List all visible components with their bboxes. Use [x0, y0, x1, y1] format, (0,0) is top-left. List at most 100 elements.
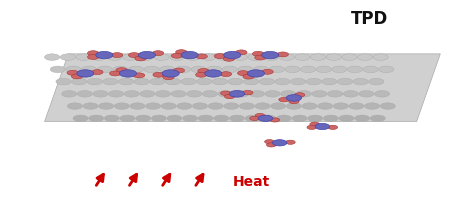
Circle shape — [154, 54, 169, 60]
Circle shape — [379, 66, 394, 73]
Circle shape — [239, 103, 255, 109]
Circle shape — [234, 91, 249, 97]
Circle shape — [151, 115, 166, 122]
Circle shape — [130, 103, 145, 109]
Circle shape — [109, 91, 124, 97]
Circle shape — [222, 66, 237, 73]
Circle shape — [265, 91, 280, 97]
Circle shape — [220, 72, 232, 76]
Circle shape — [96, 51, 113, 59]
Circle shape — [93, 91, 108, 97]
Circle shape — [255, 103, 270, 109]
Circle shape — [56, 78, 71, 85]
Circle shape — [224, 103, 239, 109]
Circle shape — [264, 54, 279, 60]
Circle shape — [202, 91, 218, 97]
Circle shape — [323, 115, 338, 122]
Circle shape — [114, 103, 129, 109]
Circle shape — [312, 91, 327, 97]
Circle shape — [214, 54, 226, 59]
Circle shape — [60, 54, 75, 60]
Circle shape — [292, 115, 307, 122]
Circle shape — [198, 69, 209, 73]
Circle shape — [82, 66, 97, 73]
Circle shape — [270, 118, 280, 122]
Circle shape — [161, 103, 176, 109]
Circle shape — [228, 78, 243, 85]
Circle shape — [67, 70, 78, 75]
Circle shape — [302, 103, 317, 109]
Circle shape — [365, 103, 380, 109]
Circle shape — [279, 54, 294, 60]
Circle shape — [72, 74, 83, 79]
Circle shape — [294, 93, 305, 97]
Circle shape — [238, 66, 253, 73]
Circle shape — [236, 50, 247, 55]
Text: Heat: Heat — [232, 175, 270, 188]
Circle shape — [332, 66, 347, 73]
Circle shape — [301, 66, 316, 73]
Circle shape — [285, 66, 300, 73]
Circle shape — [245, 115, 260, 122]
Circle shape — [269, 66, 284, 73]
Circle shape — [296, 91, 311, 97]
Circle shape — [254, 66, 269, 73]
Circle shape — [370, 115, 385, 122]
Circle shape — [50, 66, 65, 73]
Circle shape — [295, 54, 310, 60]
Circle shape — [247, 70, 264, 77]
Circle shape — [150, 78, 165, 85]
Circle shape — [212, 78, 228, 85]
Circle shape — [229, 115, 245, 122]
Circle shape — [220, 91, 231, 95]
Circle shape — [214, 115, 229, 122]
Circle shape — [225, 94, 235, 99]
Circle shape — [72, 78, 87, 85]
Circle shape — [171, 91, 186, 97]
Circle shape — [201, 54, 216, 60]
Circle shape — [153, 72, 164, 77]
Circle shape — [134, 78, 149, 85]
Circle shape — [333, 103, 348, 109]
Circle shape — [175, 66, 191, 73]
Circle shape — [191, 66, 206, 73]
Circle shape — [357, 54, 373, 60]
Circle shape — [237, 71, 249, 75]
Circle shape — [286, 103, 301, 109]
Circle shape — [91, 54, 107, 60]
Circle shape — [205, 70, 222, 77]
Circle shape — [307, 125, 317, 129]
Circle shape — [76, 54, 91, 60]
Circle shape — [342, 54, 357, 60]
Circle shape — [315, 123, 329, 130]
Circle shape — [163, 75, 174, 80]
Circle shape — [138, 51, 155, 59]
Circle shape — [45, 54, 60, 60]
Circle shape — [198, 115, 213, 122]
Circle shape — [171, 53, 182, 58]
Circle shape — [99, 103, 114, 109]
Circle shape — [243, 74, 255, 79]
Circle shape — [187, 91, 202, 97]
Circle shape — [373, 54, 388, 60]
Circle shape — [182, 115, 198, 122]
Circle shape — [173, 68, 184, 73]
Circle shape — [339, 115, 354, 122]
Circle shape — [104, 115, 119, 122]
Circle shape — [144, 66, 159, 73]
Circle shape — [232, 54, 247, 60]
Circle shape — [271, 103, 286, 109]
Circle shape — [124, 91, 139, 97]
Circle shape — [123, 54, 138, 60]
Circle shape — [77, 70, 94, 77]
Circle shape — [243, 90, 253, 95]
Circle shape — [197, 78, 212, 85]
Circle shape — [103, 78, 118, 85]
Circle shape — [262, 51, 279, 59]
Circle shape — [355, 115, 370, 122]
Circle shape — [266, 143, 276, 147]
Circle shape — [369, 78, 384, 85]
Circle shape — [128, 66, 144, 73]
Circle shape — [136, 115, 151, 122]
Circle shape — [196, 54, 207, 59]
